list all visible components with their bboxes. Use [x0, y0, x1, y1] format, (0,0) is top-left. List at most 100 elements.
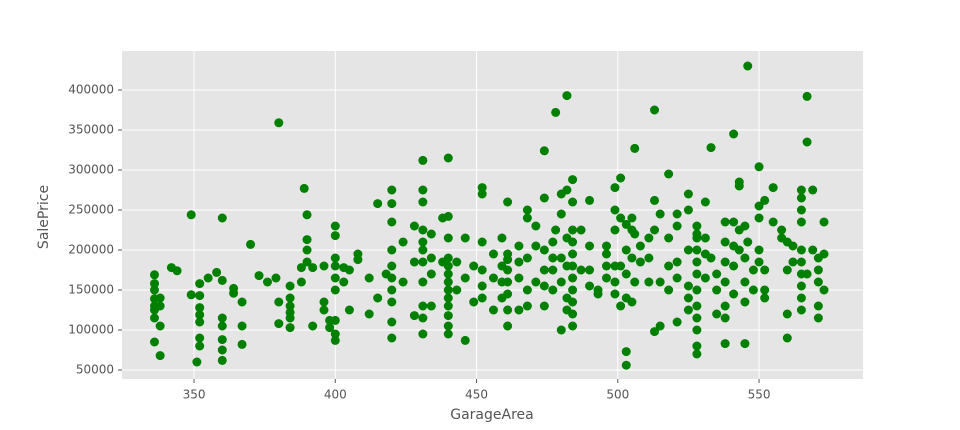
point	[531, 221, 541, 231]
x-tick-label: 550	[748, 388, 771, 402]
point	[548, 285, 558, 295]
point	[601, 261, 611, 271]
point	[503, 289, 513, 299]
point	[819, 285, 829, 295]
point	[426, 269, 436, 279]
point	[330, 335, 340, 345]
point	[556, 277, 566, 287]
point	[754, 201, 764, 211]
point	[796, 293, 806, 303]
point	[650, 225, 660, 235]
point	[319, 305, 329, 315]
point	[782, 265, 792, 275]
point	[754, 257, 764, 267]
point	[585, 241, 595, 251]
point	[330, 273, 340, 283]
point	[650, 327, 660, 337]
point	[426, 301, 436, 311]
point	[672, 209, 682, 219]
point	[644, 277, 654, 287]
point	[760, 293, 770, 303]
point	[548, 265, 558, 275]
grid	[122, 51, 863, 379]
point	[217, 345, 227, 355]
point	[729, 261, 739, 271]
point	[195, 291, 205, 301]
point	[760, 285, 770, 295]
point	[418, 237, 428, 247]
point	[808, 185, 818, 195]
point	[644, 253, 654, 263]
point	[418, 245, 428, 255]
point	[344, 305, 354, 315]
point	[285, 281, 295, 291]
point	[274, 297, 284, 307]
point	[630, 229, 640, 239]
point	[568, 321, 578, 331]
y-axis-label: SalePrice	[36, 185, 52, 249]
point	[712, 269, 722, 279]
point	[387, 297, 397, 307]
point	[469, 297, 479, 307]
point	[460, 273, 470, 283]
point	[768, 217, 778, 227]
point	[813, 265, 823, 275]
point	[387, 333, 397, 343]
point	[740, 277, 750, 287]
point	[387, 261, 397, 271]
point	[539, 281, 549, 291]
point	[655, 277, 665, 287]
point	[551, 107, 561, 117]
point	[692, 341, 702, 351]
point	[692, 313, 702, 323]
point	[149, 337, 159, 347]
point	[585, 195, 595, 205]
point	[274, 319, 284, 329]
point	[802, 137, 812, 147]
point	[195, 279, 205, 289]
point	[743, 237, 753, 247]
point	[664, 233, 674, 243]
point	[712, 309, 722, 319]
point	[296, 277, 306, 287]
point	[149, 285, 159, 295]
point	[630, 143, 640, 153]
point	[610, 205, 620, 215]
point	[409, 257, 419, 267]
point	[330, 231, 340, 241]
point	[217, 355, 227, 365]
point	[692, 233, 702, 243]
x-tick-label: 500	[606, 388, 629, 402]
point	[477, 293, 487, 303]
y-tick-label: 150000	[68, 283, 114, 297]
point	[802, 269, 812, 279]
point	[488, 249, 498, 259]
point	[285, 323, 295, 333]
point	[443, 311, 453, 321]
point	[621, 269, 631, 279]
x-tick-label: 450	[465, 388, 488, 402]
point	[796, 217, 806, 227]
point	[562, 185, 572, 195]
point	[443, 329, 453, 339]
point	[621, 360, 631, 370]
point	[443, 153, 453, 163]
point	[149, 313, 159, 323]
point	[330, 253, 340, 263]
y-tick-label: 350000	[68, 123, 114, 137]
point	[285, 301, 295, 311]
point	[672, 221, 682, 231]
point	[192, 357, 202, 367]
point	[409, 221, 419, 231]
point	[788, 257, 798, 267]
point	[568, 197, 578, 207]
point	[387, 199, 397, 209]
point	[655, 321, 665, 331]
point	[650, 195, 660, 205]
point	[700, 233, 710, 243]
point	[452, 257, 462, 267]
point	[700, 197, 710, 207]
point	[601, 241, 611, 251]
point	[387, 273, 397, 283]
